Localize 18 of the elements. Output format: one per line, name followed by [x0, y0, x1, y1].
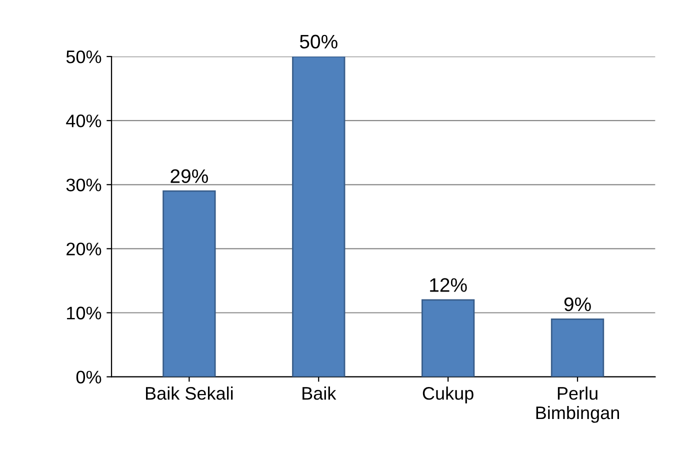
data-label: 50% [300, 34, 338, 49]
y-tick-label: 10% [67, 306, 102, 320]
y-tick-label: 40% [66, 114, 102, 128]
bar [421, 299, 475, 377]
y-tick-label: 0% [76, 370, 102, 384]
x-tick-label: Baik [302, 386, 336, 400]
x-tick-label: Baik Sekali [146, 386, 233, 400]
data-label: 29% [170, 169, 208, 184]
y-tick-label: 30% [66, 178, 102, 192]
bar [550, 318, 604, 377]
data-label: 12% [430, 278, 467, 292]
bar [162, 190, 216, 377]
bar [292, 56, 346, 377]
x-tick-label: Perlu Bimbingan [536, 386, 619, 423]
data-label: 9% [564, 297, 591, 312]
y-tick-label: 20% [66, 242, 102, 256]
y-tick-label: 50% [66, 50, 102, 64]
x-tick-label: Cukup [422, 386, 474, 404]
